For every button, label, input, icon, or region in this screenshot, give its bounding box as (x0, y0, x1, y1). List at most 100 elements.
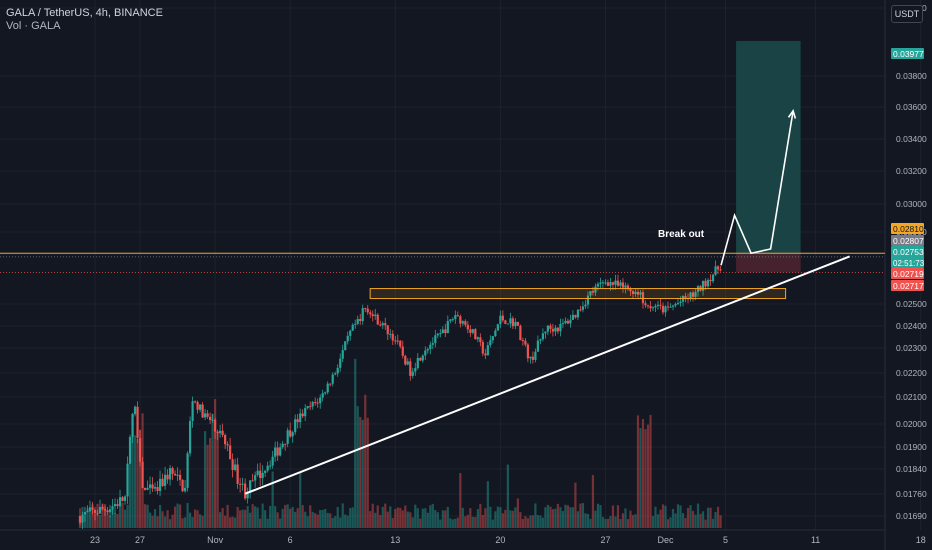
volume-bar (454, 518, 457, 528)
candle-body (714, 266, 717, 275)
volume-bar (251, 504, 254, 528)
volume-bar (138, 429, 142, 528)
candle-body (151, 484, 154, 489)
volume-bar (326, 512, 329, 528)
price-tag-bg (891, 268, 924, 279)
volume-bar (316, 514, 319, 528)
candle-body (214, 419, 217, 432)
volume-bar (173, 506, 177, 528)
time-axis[interactable]: 23 27 Nov 6 13 20 27 Dec 5 11 18 (90, 535, 926, 545)
volume-bar (113, 512, 117, 528)
volume-bar (386, 511, 389, 528)
volume-bar (191, 517, 194, 528)
candle-body (576, 309, 580, 318)
volume-bar (629, 510, 632, 528)
candle-body (671, 305, 675, 307)
stop-zone (736, 253, 801, 273)
volume-bar (236, 506, 239, 528)
volume-bar (226, 504, 229, 528)
candle-body (173, 473, 177, 476)
volume-bar (406, 511, 409, 528)
candle-body (324, 392, 327, 394)
candle-body (221, 430, 224, 436)
volume-bar (356, 406, 359, 528)
volume-bar (609, 516, 612, 528)
volume-bar (216, 432, 219, 528)
volume-bar (199, 514, 202, 528)
volume-bar (614, 516, 617, 528)
volume-bar (686, 507, 690, 528)
volume-bar (469, 508, 472, 528)
volume-bar (83, 515, 87, 528)
candle-body (474, 329, 477, 340)
candle-body (706, 279, 710, 287)
candle-body (571, 314, 575, 320)
time-tick-label: 13 (390, 535, 400, 545)
volume-bar (244, 509, 247, 528)
candle-body (309, 406, 312, 408)
volume-bar (339, 517, 342, 528)
volume-bar (591, 475, 595, 528)
volume-bar (93, 514, 97, 528)
candle-body (359, 318, 362, 322)
volume-bar (656, 514, 660, 528)
volume-bar (639, 428, 642, 528)
volume-bar (186, 502, 189, 528)
volume-bar (556, 503, 560, 528)
volume-bar (529, 515, 532, 528)
candle-body (249, 480, 252, 493)
time-tick-label: 5 (723, 535, 728, 545)
candle-body (111, 506, 114, 510)
price-tag-bg (891, 246, 924, 268)
volume-bar (364, 394, 367, 528)
candle-body (656, 304, 660, 306)
currency-button[interactable]: USDT (891, 5, 923, 23)
volume-bar (341, 503, 344, 528)
price-axis[interactable]: 0.042000.038000.036000.034000.032000.030… (891, 3, 927, 521)
candle-body (614, 280, 617, 285)
volume-bar (684, 518, 687, 528)
volume-bar (131, 413, 134, 528)
candle-body (679, 301, 682, 304)
volume-bar (329, 513, 332, 528)
candle-body (516, 321, 519, 326)
volume-bar (421, 508, 424, 528)
volume-bar (349, 508, 352, 528)
candle-body (334, 373, 337, 375)
price-tag: 0.02753 02:51:73 (891, 246, 925, 268)
time-tick-label: Dec (657, 535, 674, 545)
volume-bar (404, 505, 407, 528)
candle-body (481, 342, 484, 354)
volume-bar (161, 511, 164, 528)
volume-bar (416, 508, 419, 528)
volume-bar (436, 512, 439, 528)
volume-bar (689, 505, 692, 528)
price-tick-label: 0.02300 (896, 343, 927, 353)
candle-body (449, 319, 452, 321)
volume-bar (384, 503, 387, 528)
volume-bar (519, 512, 522, 528)
candle-body (509, 318, 512, 324)
candle-body (464, 321, 467, 325)
candle-body (636, 291, 640, 295)
volume-bar (481, 514, 484, 528)
volume-bar (579, 503, 582, 528)
time-tick-label: 27 (135, 535, 145, 545)
candle-body (639, 292, 642, 295)
volume-bar (459, 473, 462, 528)
candle-body (386, 325, 389, 335)
candle-body (83, 512, 87, 515)
volume-bar (231, 516, 234, 528)
candle-body (399, 340, 402, 347)
volume-bar (441, 510, 444, 528)
volume-bar (166, 510, 169, 528)
price-tag-label: 0.02717 (893, 281, 924, 291)
projection-path (720, 110, 794, 266)
price-tick-label: 0.03600 (896, 102, 927, 112)
volume-bar (494, 511, 497, 528)
candle-body (594, 286, 597, 293)
volume-bar (108, 515, 112, 528)
volume-bar (499, 507, 502, 528)
volume-bar (426, 512, 429, 528)
